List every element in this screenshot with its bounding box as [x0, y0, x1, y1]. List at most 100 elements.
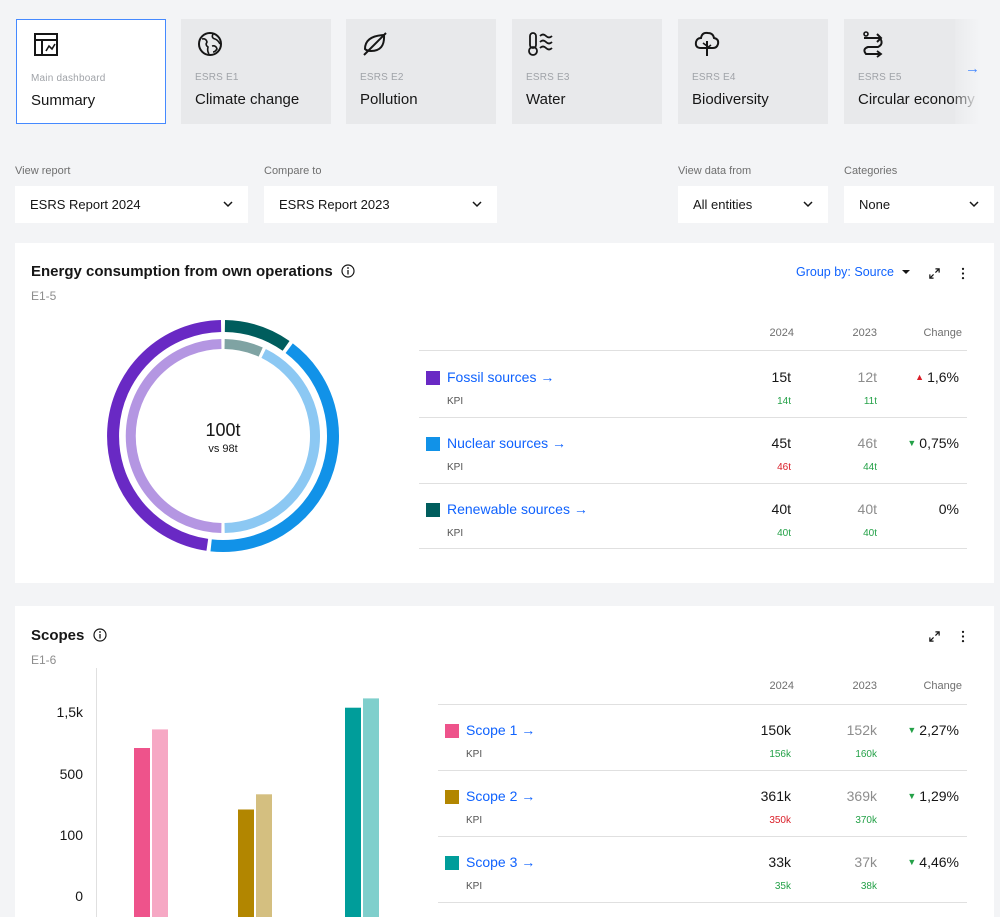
pollution-icon: [363, 32, 387, 56]
scopes-title-text: Scopes: [31, 627, 85, 644]
value-2023: 40t: [857, 501, 877, 517]
kpi-label: KPI: [447, 462, 464, 473]
kpi-value-2024: 156k: [769, 749, 791, 760]
tab-water[interactable]: ESRS E3 Water: [512, 19, 662, 124]
arrow-right-icon: →: [540, 369, 555, 385]
scope-1-link[interactable]: Scope 1 →: [466, 722, 535, 738]
fossil-sources-link[interactable]: Fossil sources →: [447, 369, 554, 385]
tab-climate-change[interactable]: ESRS E1 Climate change: [181, 19, 331, 124]
tab-label: Water: [526, 91, 566, 108]
renewable-sources-link[interactable]: Renewable sources →: [447, 501, 588, 517]
kpi-value-2023: 11t: [863, 396, 877, 407]
donut-segment-nuclear-sources[interactable]: [210, 343, 339, 552]
bar-scope-2-2[interactable]: [256, 794, 272, 917]
tab-sub-label: ESRS E3: [526, 72, 570, 83]
kpi-value-2024: 40t: [777, 528, 791, 539]
triangle-down-icon: ▼: [907, 857, 917, 867]
donut-segment-fossil-sources[interactable]: [125, 339, 222, 533]
energy-card-title: Energy consumption from own operations: [31, 263, 355, 280]
kpi-label: KPI: [447, 396, 464, 407]
scope-3-link[interactable]: Scope 3 →: [466, 854, 535, 870]
tab-fade-overlay: [955, 19, 1000, 124]
dashboard-icon: [34, 33, 58, 56]
bar-scope-3-2[interactable]: [363, 698, 379, 917]
change-text: 0%: [938, 501, 959, 517]
tabs-scroll-right-icon[interactable]: →: [965, 60, 980, 77]
chevron-down-icon: [223, 201, 233, 208]
caret-down-icon: [902, 270, 911, 274]
col-header-change: Change: [923, 327, 962, 339]
row-divider: [419, 483, 967, 484]
scopes-card-code: E1-6: [31, 653, 57, 667]
change-text: 4,46%: [919, 854, 959, 870]
change-value: ▼ 1,29%: [879, 788, 959, 804]
categories-select[interactable]: None: [844, 186, 994, 223]
legend-swatch: [445, 856, 459, 870]
change-value: ▼ 0,75%: [879, 435, 959, 451]
donut-center-sub: vs 98t: [208, 443, 238, 455]
compare-to-select[interactable]: ESRS Report 2023: [264, 186, 497, 223]
col-header-2023: 2023: [852, 327, 877, 339]
triangle-down-icon: ▼: [907, 725, 917, 735]
col-header-change: Change: [923, 680, 962, 692]
view-data-from-select[interactable]: All entities: [678, 186, 828, 223]
triangle-down-icon: ▼: [907, 438, 917, 448]
y-tick-label: 1,5k: [56, 704, 83, 720]
row-name: Scope 1: [466, 722, 518, 738]
donut-segment-renewable-sources[interactable]: [224, 320, 290, 351]
donut-segment-renewable-sources[interactable]: [224, 339, 263, 357]
info-icon[interactable]: [341, 264, 355, 278]
scopes-card: Scopes E1-6 1,5k 500 100 0 2024 2023 Cha…: [15, 606, 994, 917]
circular-icon: [863, 31, 883, 58]
value-2023: 46t: [857, 435, 877, 451]
arrow-right-icon: →: [521, 722, 536, 738]
tab-summary[interactable]: Main dashboard Summary: [16, 19, 166, 124]
row-name: Scope 2: [466, 788, 518, 804]
kpi-value-2023: 38k: [860, 881, 877, 892]
view-report-select[interactable]: ESRS Report 2024: [15, 186, 248, 223]
group-by-text: Group by: Source: [796, 265, 894, 279]
group-by-dropdown[interactable]: Group by: Source: [796, 265, 911, 279]
bar-scope-3-1[interactable]: [345, 707, 361, 917]
kpi-value-2023: 40t: [863, 528, 877, 539]
tab-sub-label: ESRS E5: [858, 72, 902, 83]
tab-pollution[interactable]: ESRS E2 Pollution: [346, 19, 496, 124]
water-icon: [528, 32, 553, 56]
energy-donut-chart: [107, 320, 339, 552]
chevron-down-icon: [969, 201, 979, 208]
bar-scope-2-1[interactable]: [238, 809, 254, 917]
triangle-up-icon: ▲: [915, 372, 925, 382]
tab-sub-label: ESRS E1: [195, 72, 239, 83]
bar-scope-1-2[interactable]: [152, 729, 168, 917]
value-2024: 150k: [760, 722, 791, 738]
view-report-value: ESRS Report 2024: [30, 197, 141, 212]
nuclear-sources-link[interactable]: Nuclear sources →: [447, 435, 566, 451]
col-header-2023: 2023: [852, 680, 877, 692]
scope-2-link[interactable]: Scope 2 →: [466, 788, 535, 804]
change-text: 1,29%: [919, 788, 959, 804]
kpi-value-2024: 35k: [774, 881, 791, 892]
row-name: Renewable sources: [447, 501, 570, 517]
categories-value: None: [859, 197, 891, 212]
row-divider: [438, 770, 967, 771]
overflow-menu-icon[interactable]: [960, 267, 966, 280]
change-value: ▼ 4,46%: [879, 854, 959, 870]
tree-icon: [694, 31, 720, 56]
tab-label: Biodiversity: [692, 91, 769, 108]
view-data-from-value: All entities: [693, 197, 753, 212]
donut-segment-nuclear-sources[interactable]: [224, 348, 321, 533]
change-text: 2,27%: [919, 722, 959, 738]
overflow-menu-icon[interactable]: [960, 630, 966, 643]
kpi-label: KPI: [447, 528, 464, 539]
bar-scope-1-1[interactable]: [134, 748, 150, 917]
donut-segment-fossil-sources[interactable]: [107, 320, 222, 551]
tab-biodiversity[interactable]: ESRS E4 Biodiversity: [678, 19, 828, 124]
globe-icon: [198, 32, 222, 56]
value-2024: 45t: [771, 435, 791, 451]
info-icon[interactable]: [92, 628, 107, 642]
energy-card: Energy consumption from own operations E…: [15, 243, 994, 583]
maximize-icon[interactable]: [928, 267, 941, 280]
legend-swatch: [445, 724, 459, 738]
maximize-icon[interactable]: [928, 630, 941, 643]
row-divider: [419, 548, 967, 549]
